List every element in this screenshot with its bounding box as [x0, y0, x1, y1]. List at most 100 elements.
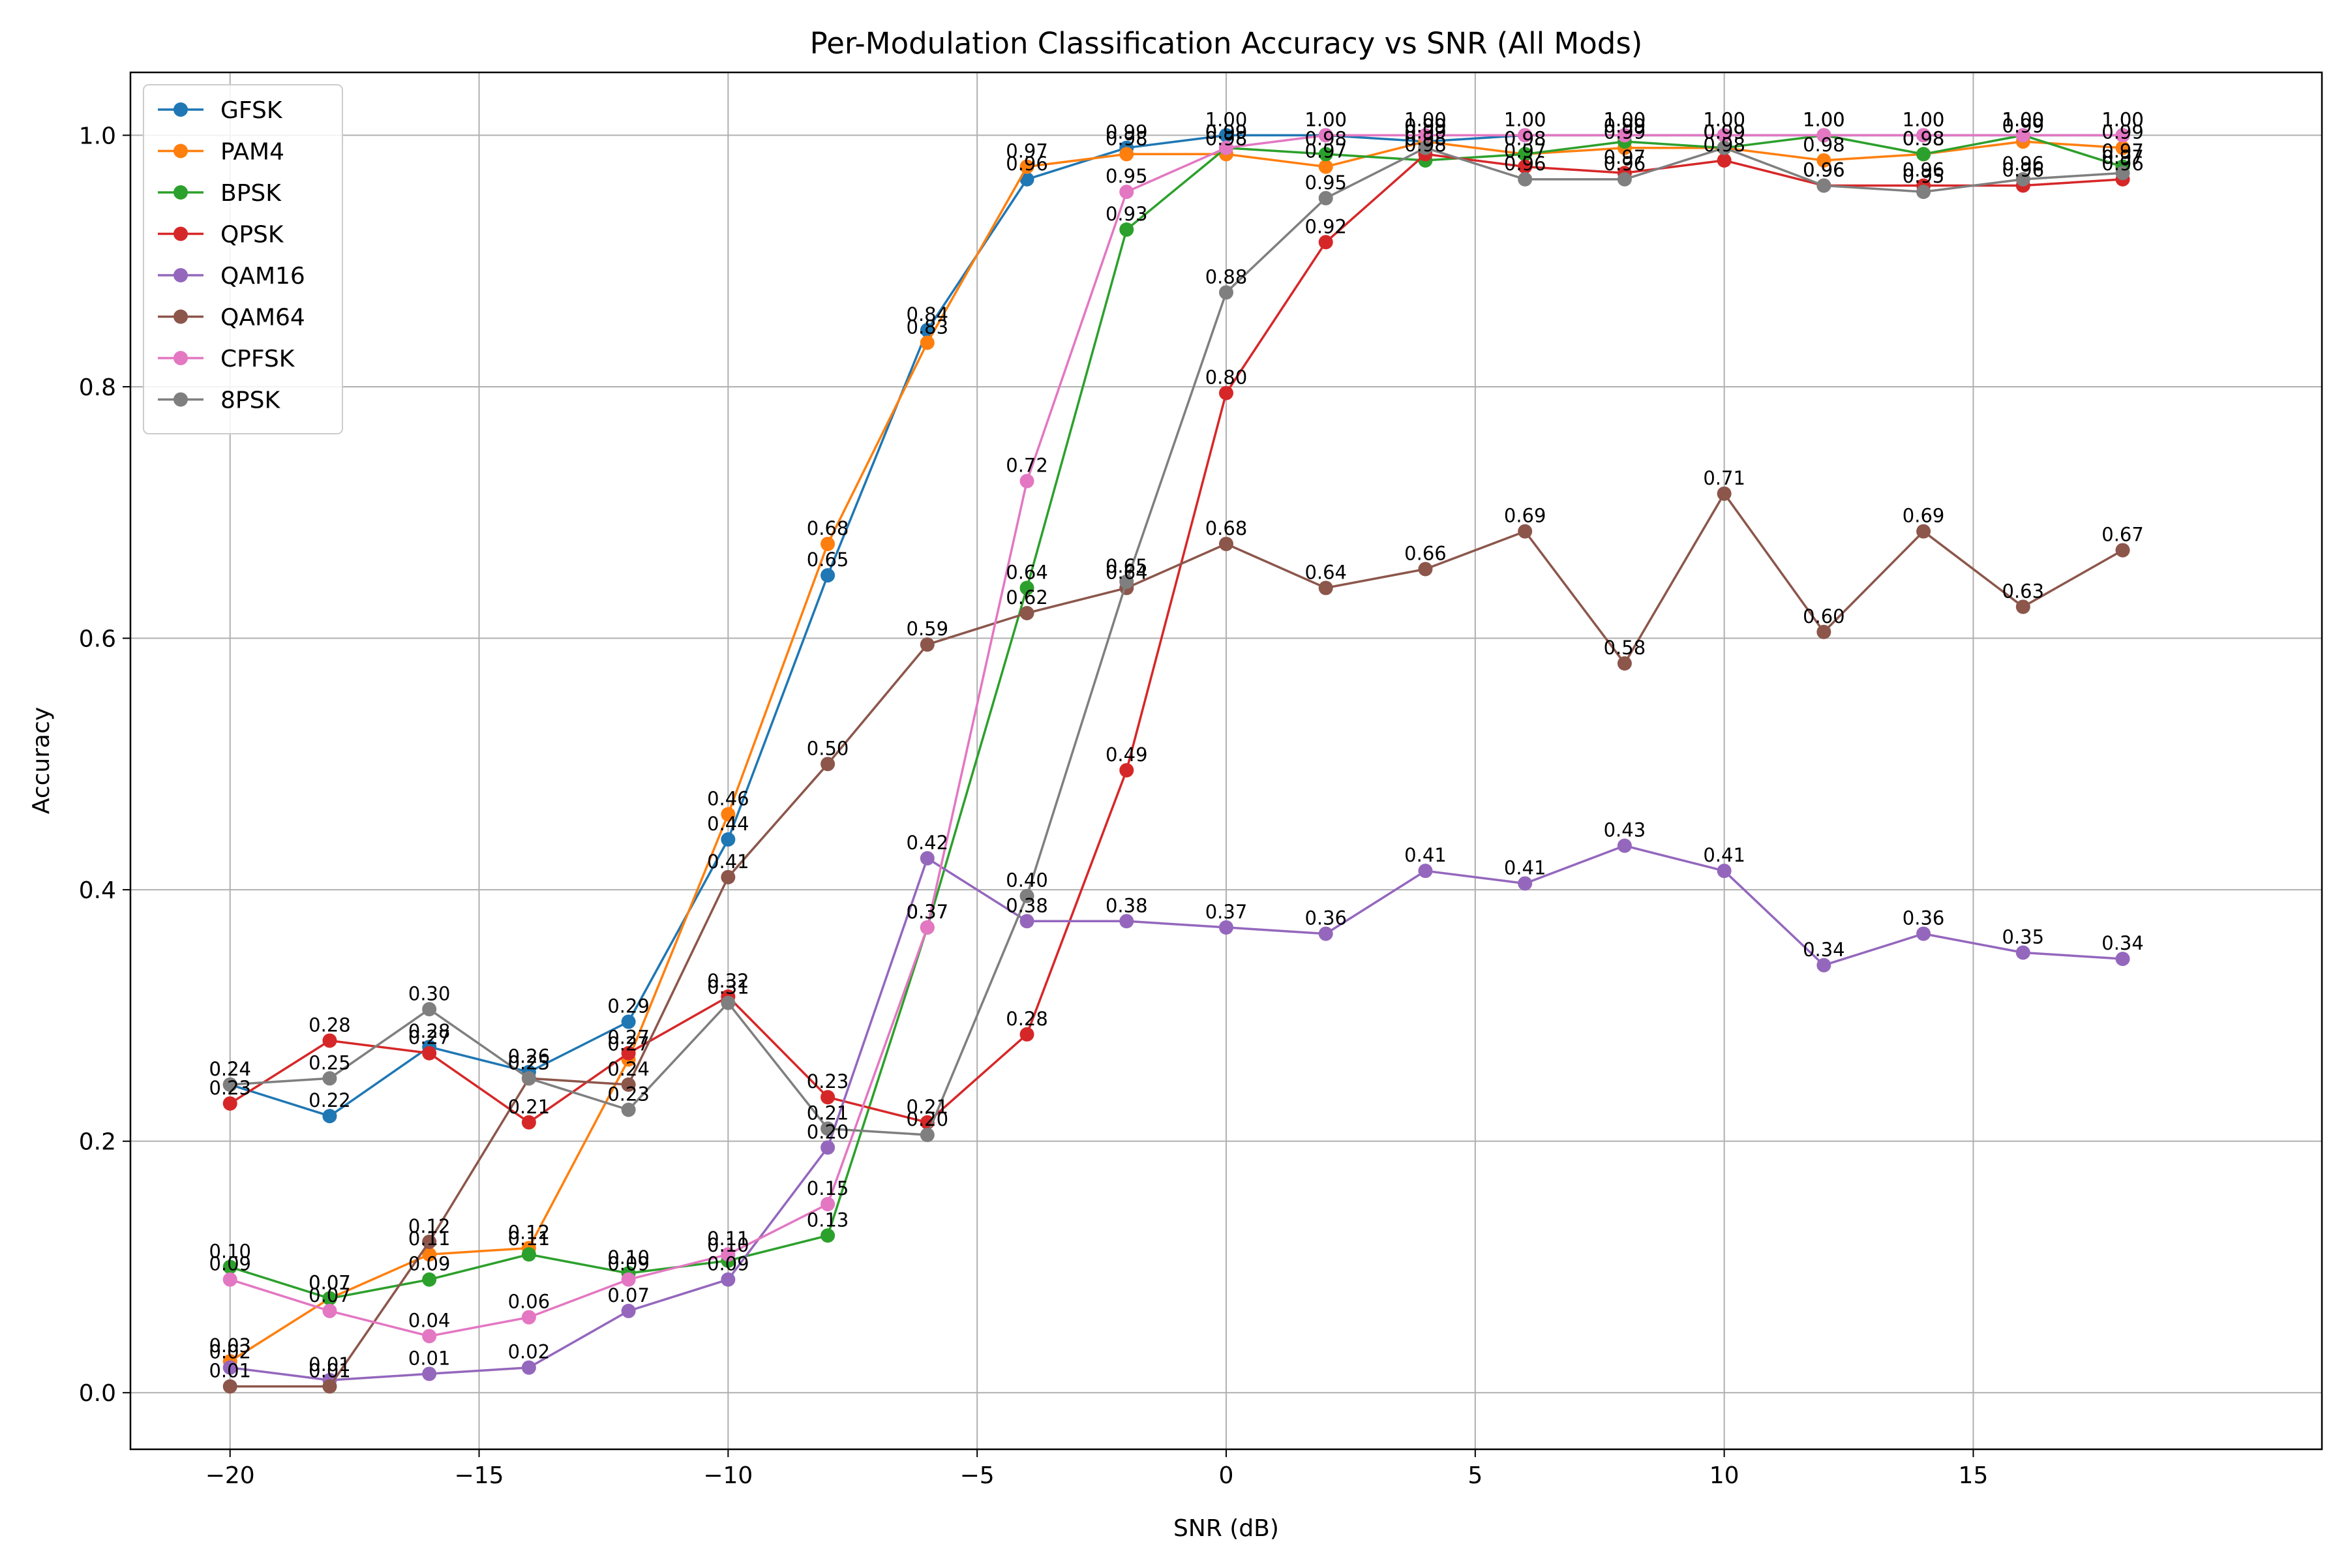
- data-label-qam16: 0.01: [309, 1353, 351, 1376]
- data-point-qam16: [2015, 945, 2030, 960]
- data-label-qam64: 0.41: [707, 851, 749, 873]
- data-point-qam16: [1518, 876, 1533, 891]
- data-point-8psk: [1816, 178, 1831, 193]
- data-point-qam64: [721, 869, 736, 884]
- data-label-qam16: 0.42: [907, 832, 949, 854]
- data-label-cpfsk: 1.00: [1604, 108, 1646, 130]
- data-point-bpsk: [422, 1272, 437, 1287]
- data-label-bpsk: 0.98: [1504, 127, 1546, 149]
- data-point-bpsk: [521, 1247, 536, 1262]
- data-label-cpfsk: 0.11: [707, 1228, 749, 1250]
- data-point-8psk: [521, 1071, 536, 1086]
- data-label-qam16: 0.36: [1304, 907, 1347, 929]
- data-point-pam4: [1318, 159, 1333, 174]
- data-point-qam64: [422, 1234, 437, 1249]
- data-point-8psk: [222, 1077, 237, 1092]
- data-label-qpsk: 0.49: [1106, 744, 1148, 766]
- plot-series: [222, 128, 2130, 1394]
- data-label-qam16: 0.36: [1903, 907, 1945, 929]
- series-line-qam64: [230, 492, 2124, 1388]
- data-point-qam64: [621, 1077, 636, 1092]
- data-label-pam4: 0.68: [807, 517, 849, 539]
- data-point-qpsk: [222, 1096, 237, 1111]
- data-point-pam4: [721, 807, 736, 822]
- y-tick-label: 0.6: [79, 626, 116, 653]
- data-point-qam16: [222, 1360, 237, 1375]
- data-point-qam16: [721, 1272, 736, 1287]
- legend-marker-pam4: [173, 143, 188, 158]
- data-label-8psk: 0.21: [807, 1102, 849, 1124]
- data-label-bpsk: 0.99: [1604, 115, 1646, 137]
- data-label-8psk: 0.96: [2002, 153, 2045, 175]
- data-label-8psk: 0.30: [408, 982, 451, 1004]
- data-point-qam16: [1717, 864, 1732, 879]
- y-tick-label: 1.0: [79, 123, 116, 149]
- data-label-pam4: 0.99: [2002, 115, 2045, 137]
- data-label-gfsk: 0.26: [508, 1046, 550, 1068]
- data-label-qpsk: 0.32: [707, 970, 749, 992]
- data-label-pam4: 0.11: [408, 1228, 451, 1250]
- data-label-8psk: 0.25: [508, 1051, 550, 1074]
- data-label-qpsk: 0.92: [1304, 215, 1347, 237]
- data-point-gfsk: [820, 568, 835, 583]
- data-label-bpsk: 0.98: [1903, 127, 1945, 149]
- data-point-bpsk: [1518, 147, 1533, 162]
- data-label-gfsk: 1.00: [1803, 108, 1845, 130]
- data-label-8psk: 0.40: [1006, 869, 1048, 892]
- data-label-qam16: 0.34: [1803, 939, 1845, 961]
- data-label-bpsk: 0.93: [1106, 203, 1148, 225]
- data-point-cpfsk: [2115, 128, 2130, 143]
- data-point-qam16: [422, 1366, 437, 1381]
- data-label-gfsk: 1.00: [2002, 108, 2045, 130]
- data-point-cpfsk: [1019, 474, 1034, 489]
- data-point-qpsk: [422, 1046, 437, 1061]
- data-point-gfsk: [721, 832, 736, 847]
- data-label-8psk: 0.65: [1106, 555, 1148, 577]
- data-label-qpsk: 0.96: [2002, 159, 2045, 181]
- data-point-qpsk: [322, 1033, 337, 1048]
- data-label-pam4: 0.03: [209, 1334, 251, 1357]
- legend-marker-8psk: [173, 392, 188, 407]
- data-label-bpsk: 0.11: [508, 1228, 550, 1250]
- data-label-pam4: 0.98: [1205, 127, 1248, 149]
- data-label-bpsk: 0.97: [2101, 140, 2144, 162]
- data-label-8psk: 0.99: [1404, 121, 1447, 143]
- data-label-8psk: 0.99: [1703, 121, 1745, 143]
- data-label-qam16: 0.02: [508, 1341, 550, 1363]
- data-point-cpfsk: [521, 1310, 536, 1325]
- legend-marker-gfsk: [173, 102, 188, 117]
- data-label-pam4: 0.99: [2101, 121, 2144, 143]
- data-label-pam4: 0.98: [1903, 127, 1945, 149]
- x-tick-label: −10: [703, 1462, 753, 1489]
- data-label-qam16: 0.41: [1504, 856, 1546, 879]
- data-label-qpsk: 0.96: [2101, 153, 2144, 175]
- data-point-bpsk: [222, 1259, 237, 1274]
- data-label-qam64: 0.62: [1006, 586, 1048, 609]
- data-label-cpfsk: 1.00: [2101, 108, 2144, 130]
- data-point-gfsk: [1219, 128, 1233, 143]
- legend-marker-qpsk: [173, 226, 188, 241]
- data-label-qam64: 0.01: [209, 1360, 251, 1382]
- data-label-bpsk: 0.10: [707, 1234, 749, 1256]
- data-label-bpsk: 0.64: [1006, 561, 1048, 583]
- data-label-qam64: 0.69: [1504, 505, 1546, 527]
- data-label-qam64: 0.60: [1803, 605, 1845, 627]
- data-point-pam4: [1119, 147, 1134, 162]
- data-label-qpsk: 0.28: [1006, 1008, 1048, 1030]
- data-label-qam16: 0.07: [607, 1284, 650, 1306]
- y-tick-label: 0.8: [79, 374, 116, 401]
- data-point-qam64: [1717, 486, 1732, 501]
- data-point-qam64: [820, 757, 835, 772]
- data-label-gfsk: 0.24: [209, 1058, 251, 1080]
- data-label-qpsk: 0.96: [1903, 159, 1945, 181]
- data-point-cpfsk: [1219, 140, 1233, 155]
- x-tick-label: 5: [1468, 1462, 1483, 1489]
- data-point-8psk: [820, 1121, 835, 1136]
- data-label-qam16: 0.20: [807, 1121, 849, 1143]
- data-point-qam16: [1916, 926, 1931, 941]
- data-label-gfsk: 1.00: [1604, 108, 1646, 130]
- x-tick-label: 15: [1959, 1462, 1989, 1489]
- data-label-qam64: 0.64: [1304, 561, 1347, 583]
- data-label-cpfsk: 1.00: [1404, 108, 1447, 130]
- data-point-qam64: [2115, 543, 2130, 558]
